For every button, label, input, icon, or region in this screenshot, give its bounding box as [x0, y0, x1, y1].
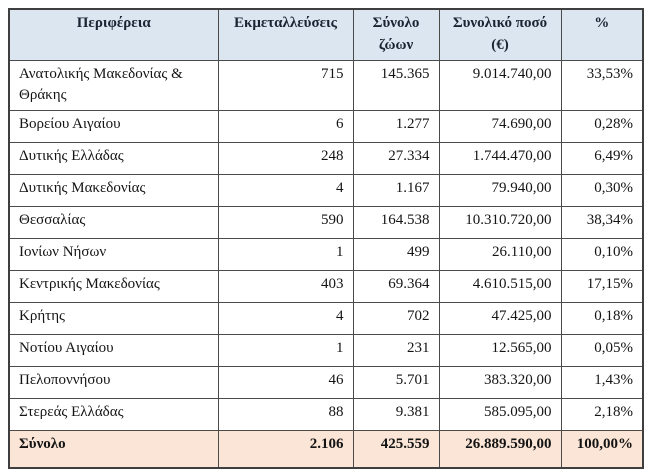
- farms-cell: 1: [217, 238, 354, 271]
- percent-cell: 38,34%: [560, 206, 644, 239]
- col-header-farms: Εκμεταλλεύσεις: [217, 8, 354, 61]
- amount-cell: 9.014.740,00: [438, 59, 562, 111]
- total-row: Σύνολο 2.106 425.559 26.889.590,00 100,0…: [8, 430, 644, 469]
- farms-cell: 403: [217, 270, 354, 303]
- farms-cell: 6: [217, 110, 354, 143]
- farms-cell: 248: [217, 142, 354, 175]
- animals-cell: 1.167: [352, 174, 440, 207]
- regions-table: Περιφέρεια Εκμεταλλεύσεις Σύνολο ζώων Συ…: [8, 8, 644, 469]
- amount-cell: 26.110,00: [438, 238, 562, 271]
- percent-cell: 6,49%: [560, 142, 644, 175]
- table-row: Θεσσαλίας 590 164.538 10.310.720,00 38,34%: [8, 206, 644, 239]
- table-row: Πελοποννήσου 46 5.701 383.320,00 1,43%: [8, 366, 644, 399]
- animals-cell: 164.538: [352, 206, 440, 239]
- region-cell: Ιονίων Νήσων: [8, 238, 219, 271]
- region-cell: Δυτικής Ελλάδας: [8, 142, 219, 175]
- farms-cell: 88: [217, 398, 354, 431]
- header-row: Περιφέρεια Εκμεταλλεύσεις Σύνολο ζώων Συ…: [8, 8, 644, 61]
- region-cell: Στερεάς Ελλάδας: [8, 398, 219, 431]
- percent-cell: 0,30%: [560, 174, 644, 207]
- table-header: Περιφέρεια Εκμεταλλεύσεις Σύνολο ζώων Συ…: [8, 8, 644, 61]
- table-row: Βορείου Αιγαίου 6 1.277 74.690,00 0,28%: [8, 110, 644, 143]
- amount-cell: 383.320,00: [438, 366, 562, 399]
- region-cell: Δυτικής Μακεδονίας: [8, 174, 219, 207]
- animals-cell: 145.365: [352, 59, 440, 111]
- total-farms-cell: 2.106: [217, 430, 354, 469]
- percent-cell: 2,18%: [560, 398, 644, 431]
- table-row: Κεντρικής Μακεδονίας 403 69.364 4.610.515,0…: [8, 270, 644, 303]
- animals-cell: 231: [352, 334, 440, 367]
- table-body: Ανατολικής Μακεδονίας & Θράκης 715 145.365…: [8, 59, 644, 431]
- region-cell: Θεσσαλίας: [8, 206, 219, 239]
- table-row: Ιονίων Νήσων 1 499 26.110,00 0,10%: [8, 238, 644, 271]
- percent-cell: 0,28%: [560, 110, 644, 143]
- farms-cell: 4: [217, 302, 354, 335]
- percent-cell: 0,18%: [560, 302, 644, 335]
- region-cell: Κρήτης: [8, 302, 219, 335]
- animals-cell: 702: [352, 302, 440, 335]
- total-amount-cell: 26.889.590,00: [438, 430, 562, 469]
- percent-cell: 17,15%: [560, 270, 644, 303]
- amount-cell: 74.690,00: [438, 110, 562, 143]
- amount-cell: 585.095,00: [438, 398, 562, 431]
- region-cell: Πελοποννήσου: [8, 366, 219, 399]
- table-row: Δυτικής Μακεδονίας 4 1.167 79.940,00 0,30%: [8, 174, 644, 207]
- total-animals-cell: 425.559: [352, 430, 440, 469]
- amount-cell: 10.310.720,00: [438, 206, 562, 239]
- amount-cell: 1.744.470,00: [438, 142, 562, 175]
- animals-cell: 1.277: [352, 110, 440, 143]
- amount-cell: 79.940,00: [438, 174, 562, 207]
- amount-cell: 47.425,00: [438, 302, 562, 335]
- region-cell: Ανατολικής Μακεδονίας & Θράκης: [8, 59, 219, 111]
- percent-cell: 0,10%: [560, 238, 644, 271]
- region-cell: Νοτίου Αιγαίου: [8, 334, 219, 367]
- table-row: Δυτικής Ελλάδας 248 27.334 1.744.470,00 6,49…: [8, 142, 644, 175]
- animals-cell: 69.364: [352, 270, 440, 303]
- table-row: Στερεάς Ελλάδας 88 9.381 585.095,00 2,18%: [8, 398, 644, 431]
- amount-cell: 4.610.515,00: [438, 270, 562, 303]
- table-footer: Σύνολο 2.106 425.559 26.889.590,00 100,0…: [8, 430, 644, 469]
- table-row: Νοτίου Αιγαίου 1 231 12.565,00 0,05%: [8, 334, 644, 367]
- farms-cell: 1: [217, 334, 354, 367]
- percent-cell: 0,05%: [560, 334, 644, 367]
- farms-cell: 46: [217, 366, 354, 399]
- region-cell: Βορείου Αιγαίου: [8, 110, 219, 143]
- col-header-region: Περιφέρεια: [8, 8, 219, 61]
- col-header-percent: %: [560, 8, 644, 61]
- col-header-amount: Συνολικό ποσό (€): [438, 8, 562, 61]
- table-row: Ανατολικής Μακεδονίας & Θράκης 715 145.365…: [8, 59, 644, 111]
- amount-cell: 12.565,00: [438, 334, 562, 367]
- region-cell: Κεντρικής Μακεδονίας: [8, 270, 219, 303]
- animals-cell: 9.381: [352, 398, 440, 431]
- animals-cell: 499: [352, 238, 440, 271]
- col-header-animals: Σύνολο ζώων: [352, 8, 440, 61]
- percent-cell: 33,53%: [560, 59, 644, 111]
- animals-cell: 27.334: [352, 142, 440, 175]
- farms-cell: 590: [217, 206, 354, 239]
- table-row: Κρήτης 4 702 47.425,00 0,18%: [8, 302, 644, 335]
- farms-cell: 715: [217, 59, 354, 111]
- farms-cell: 4: [217, 174, 354, 207]
- total-percent-cell: 100,00%: [560, 430, 644, 469]
- total-label-cell: Σύνολο: [8, 430, 219, 469]
- animals-cell: 5.701: [352, 366, 440, 399]
- percent-cell: 1,43%: [560, 366, 644, 399]
